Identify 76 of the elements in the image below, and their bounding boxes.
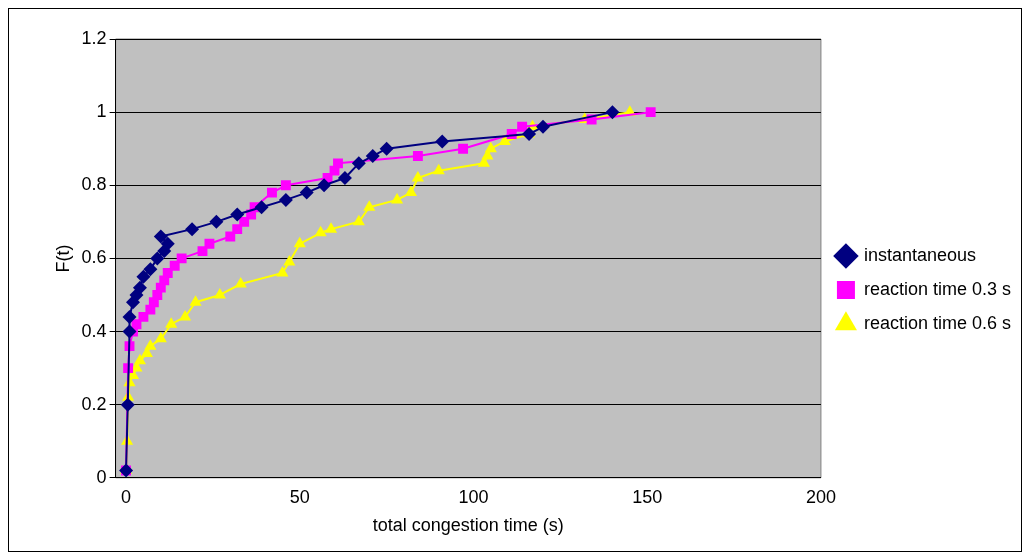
point (517, 121, 528, 132)
point (365, 149, 380, 164)
point (645, 107, 656, 118)
point (352, 214, 365, 226)
point (133, 353, 147, 365)
point (179, 309, 192, 321)
point (132, 280, 147, 295)
y-axis-title: F(t) (52, 244, 73, 273)
point (333, 158, 343, 169)
point (351, 156, 366, 171)
x-tick-label: 100 (458, 486, 489, 507)
point (165, 317, 178, 328)
point (299, 185, 314, 200)
legend-label: reaction time 0.6 s (863, 312, 1012, 333)
point (276, 266, 289, 277)
point (435, 134, 450, 149)
point (122, 324, 137, 339)
point (239, 216, 250, 227)
point (209, 214, 224, 229)
point (390, 192, 404, 204)
x-tick-label: 150 (632, 486, 663, 507)
point (254, 200, 269, 215)
point (232, 224, 243, 235)
point (162, 268, 173, 278)
point (283, 255, 296, 266)
point (293, 236, 306, 248)
point (122, 309, 137, 324)
point (522, 127, 537, 142)
y-tick-label: 1.2 (81, 27, 107, 48)
point (185, 222, 200, 237)
y-tick-label: 1 (96, 101, 107, 122)
point (535, 119, 550, 134)
y-tick-label: 0.2 (81, 393, 107, 414)
point (189, 295, 202, 306)
point (136, 269, 151, 284)
point (143, 262, 158, 277)
point (204, 238, 215, 249)
point (154, 331, 167, 343)
point (412, 151, 423, 161)
point (411, 170, 424, 182)
x-tick-label: 0 (121, 486, 132, 507)
x-tick-label: 200 (805, 486, 836, 507)
point (280, 180, 291, 191)
point (150, 251, 165, 266)
point (432, 163, 445, 175)
point (234, 277, 247, 288)
legend-label: reaction time 0.3 s (863, 278, 1012, 299)
point (176, 253, 187, 264)
point (267, 187, 277, 198)
point (337, 170, 352, 185)
point (498, 134, 511, 145)
point (169, 260, 180, 271)
point (213, 287, 226, 299)
legend-label: instantaneous (863, 244, 977, 265)
point (317, 178, 332, 193)
point (605, 105, 620, 120)
point (379, 141, 394, 156)
point (278, 192, 293, 207)
y-tick-label: 0.4 (81, 320, 107, 341)
point (153, 229, 168, 244)
point (144, 339, 157, 350)
y-tick-label: 0 (96, 466, 107, 487)
x-tick-label: 50 (289, 486, 310, 507)
point (138, 311, 149, 322)
point (324, 222, 338, 233)
y-tick-label: 0.6 (81, 247, 107, 268)
x-axis-title: total congestion time (s) (372, 515, 564, 536)
point (458, 143, 469, 154)
point (363, 200, 376, 211)
point (484, 141, 497, 153)
y-tick-label: 0.8 (81, 174, 107, 195)
point (314, 225, 327, 237)
point (160, 236, 175, 251)
point (404, 185, 418, 197)
point (120, 397, 135, 412)
point (230, 207, 245, 222)
